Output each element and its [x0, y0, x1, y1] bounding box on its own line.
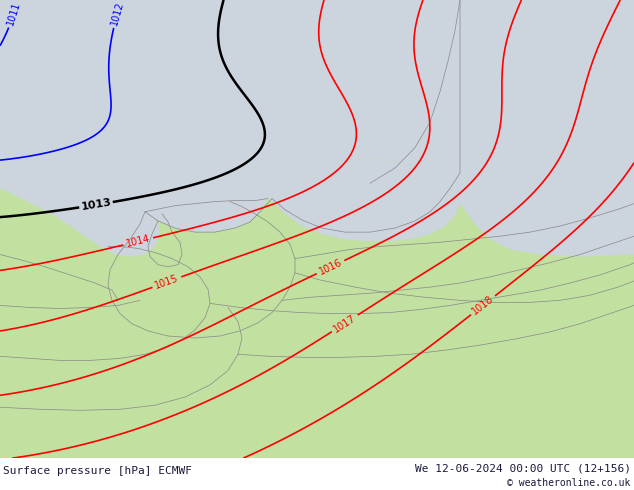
Text: 1013: 1013 [80, 197, 112, 212]
Polygon shape [0, 168, 160, 257]
Text: 1014: 1014 [125, 234, 152, 249]
Text: We 12-06-2024 00:00 UTC (12+156): We 12-06-2024 00:00 UTC (12+156) [415, 464, 631, 473]
Polygon shape [268, 159, 460, 241]
Text: 1015: 1015 [153, 273, 180, 291]
Text: Surface pressure [hPa] ECMWF: Surface pressure [hPa] ECMWF [3, 466, 192, 476]
Text: 1018: 1018 [470, 294, 496, 317]
Text: 1017: 1017 [332, 313, 358, 334]
Text: 1012: 1012 [110, 0, 126, 26]
Text: 1016: 1016 [317, 257, 344, 277]
Polygon shape [0, 0, 634, 257]
Text: © weatheronline.co.uk: © weatheronline.co.uk [507, 478, 631, 488]
Text: 1011: 1011 [5, 0, 22, 26]
